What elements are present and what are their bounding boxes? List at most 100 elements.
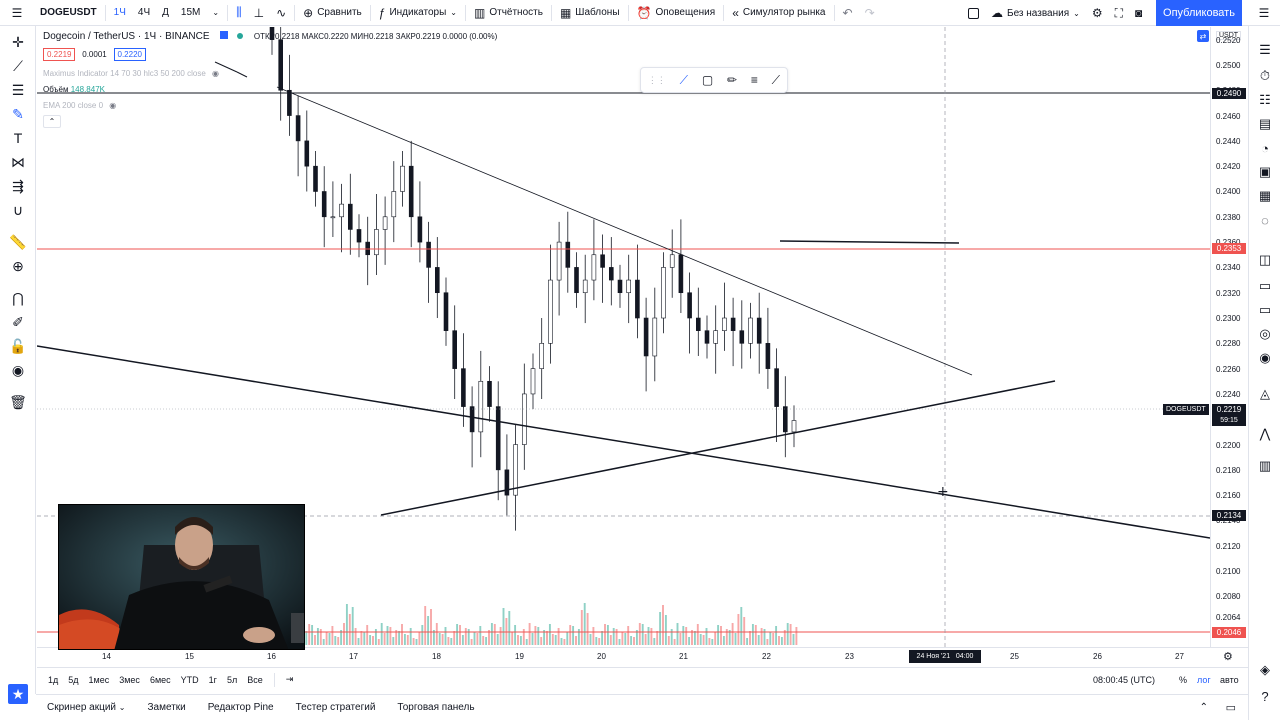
undo-icon[interactable]: ↶ [842,5,853,20]
ruler-icon[interactable]: 📏 [9,233,27,250]
magnet-mode-icon[interactable]: ⋂ [12,289,24,306]
utc-clock[interactable]: 08:00:45 (UTC) [1093,674,1156,685]
live-icon[interactable]: ◉ [1259,350,1271,365]
forecast-icon[interactable]: ⇶ [12,177,24,194]
tab-strategy-tester[interactable]: Тестер стратегий [295,702,376,713]
range-1d[interactable]: 1д [48,674,59,685]
bars-icon[interactable]: ⊥ [253,5,265,20]
range-3m[interactable]: 3мес [119,674,140,685]
star-icon[interactable]: ★ [8,684,28,704]
symbol-search[interactable]: DOGEUSDT [40,7,97,18]
settings-lines-icon[interactable]: ≡ [750,73,758,87]
alerts-button[interactable]: ⏰ Оповещения [636,5,716,20]
magnet-icon[interactable]: ∪ [12,201,24,218]
trash-icon[interactable]: 🗑 [9,393,27,410]
compare-button[interactable]: ⊕ Сравнить [303,5,362,20]
layout-checkbox[interactable] [962,0,985,26]
tab-pine-editor[interactable]: Редактор Pine [207,702,274,713]
collapse-legend-button[interactable]: ⌃ [43,115,61,128]
goto-date-icon[interactable]: ⇥ [285,674,294,684]
rectangle-icon[interactable]: ▢ [701,73,714,87]
watchlist-icon[interactable]: ☰ [1259,42,1271,57]
pattern-icon[interactable]: ⋈ [11,153,25,170]
trend-line-ascending[interactable] [380,380,1056,516]
indicator-ema[interactable]: EMA 200 close 0 [43,101,104,110]
camera-icon[interactable]: ◙ [1134,6,1143,20]
dom-icon[interactable]: ▥ [1258,458,1272,473]
range-5d[interactable]: 5д [68,674,79,685]
trend-line-lower-descending[interactable] [37,345,1210,539]
log-toggle[interactable]: лог [1197,674,1211,685]
small-line-segment-2[interactable] [236,71,248,78]
reports-button[interactable]: ▥ Отчётность [474,5,543,20]
trading-icon[interactable]: ⋀ [1259,426,1271,441]
calendar-icon[interactable]: ◔ [1261,140,1269,156]
brush-icon[interactable]: ✎ [12,105,24,122]
currency-toggle-icon[interactable]: ⇄ [1197,30,1209,42]
time-scale[interactable]: 14 15 16 17 18 19 20 21 22 23 25 26 27 2… [37,647,1248,665]
streams-icon[interactable]: ▭ [1258,278,1272,293]
hotlist-icon[interactable]: ▤ [1258,116,1272,131]
tab-screener[interactable]: Скринер акций ⌄ [47,702,126,713]
line-chart-icon[interactable]: ∿ [276,5,287,20]
news-icon[interactable]: ▣ [1258,164,1272,179]
fib-icon[interactable]: ☰ [11,81,25,98]
percent-toggle[interactable]: % [1179,674,1188,685]
volume-label[interactable]: Объём [43,85,69,94]
notifications-bell-icon[interactable]: ◬ [1260,386,1270,401]
watchlist-icon[interactable]: ☰ [1258,6,1270,20]
chat-icon[interactable]: ◫ [1258,252,1272,267]
settings-gear-icon[interactable]: ⚙ [1091,6,1103,20]
templates-button[interactable]: ▦ Шаблоны [559,5,620,20]
redo-icon[interactable]: ↷ [864,5,875,20]
calendar-days-icon[interactable]: ▭ [1258,302,1272,317]
chart-pane[interactable]: + [37,27,1210,647]
drag-handle-icon[interactable]: ⋮⋮ [647,74,666,85]
range-ytd[interactable]: YTD [180,674,199,685]
auto-toggle[interactable]: авто [1220,674,1239,685]
alerts-clock-icon[interactable]: ⏱ [1259,68,1271,83]
menu-icon[interactable]: ☰ [11,5,23,20]
layout-name-button[interactable]: ☁ Без названия ⌄ [991,6,1080,20]
chart-title[interactable]: Dogecoin / TetherUS · 1Ч · BINANCE [43,31,210,42]
settings-gear-icon[interactable]: ⚙ [1223,651,1233,663]
range-1y[interactable]: 1г [208,674,217,685]
range-6m[interactable]: 6мес [149,674,171,685]
interval-1d[interactable]: Д [162,7,169,18]
currency-label[interactable]: USDT [1216,31,1242,40]
indicator-maximus[interactable]: Maximus Indicator 14 70 30 hlc3 50 200 c… [43,69,206,78]
interval-1h[interactable]: 1Ч [113,7,126,18]
trend-line-icon[interactable]: ⟋ [13,57,23,74]
stay-drawing-icon[interactable]: ✐ [12,313,24,330]
tab-notes[interactable]: Заметки [147,702,186,713]
line-tool-icon[interactable]: ⟋ [679,72,689,87]
pencil-icon[interactable]: ✏ [726,73,738,87]
short-horizontal-ray[interactable] [779,240,960,244]
eye-icon[interactable]: ◉ [212,69,219,78]
chevron-up-icon[interactable]: ⌃ [1199,702,1208,713]
replay-button[interactable]: «Симулятор рынка [732,5,826,20]
range-1m[interactable]: 1мес [88,674,110,685]
interval-4h[interactable]: 4Ч [137,7,151,18]
publish-button[interactable]: Опубликовать [1156,0,1242,26]
broadcast-icon[interactable]: ◎ [1259,326,1271,341]
layers-icon[interactable]: ◈ [1260,662,1270,677]
maximize-icon[interactable]: ▭ [1225,702,1236,714]
small-line-segment[interactable] [214,61,238,73]
indicators-button[interactable]: ƒ Индикаторы ⌄ [378,5,457,20]
price-scale[interactable]: ⇄ USDT 0.25200.25000.24800.24600.24400.2… [1197,27,1248,647]
lock-icon[interactable]: 🔓 [9,337,27,354]
ideas-bulb-icon[interactable]: ◌ [1261,212,1269,228]
tab-trading-panel[interactable]: Торговая панель [397,702,475,713]
data-window-icon[interactable]: ☷ [1259,92,1271,107]
zoom-icon[interactable]: ⊕ [12,257,24,274]
interval-15m[interactable]: 15М [180,7,201,18]
help-icon[interactable]: ? [1261,688,1269,704]
range-all[interactable]: Все [247,674,263,685]
grid-icon[interactable]: ▦ [1258,188,1272,203]
sell-price[interactable]: 0.2219 [43,48,76,61]
text-icon[interactable]: T [13,130,23,146]
chevron-down-icon[interactable]: ⌄ [212,8,220,17]
candles-icon[interactable]: ⫼ [236,5,242,19]
fullscreen-icon[interactable]: ⛶ [1114,5,1123,20]
